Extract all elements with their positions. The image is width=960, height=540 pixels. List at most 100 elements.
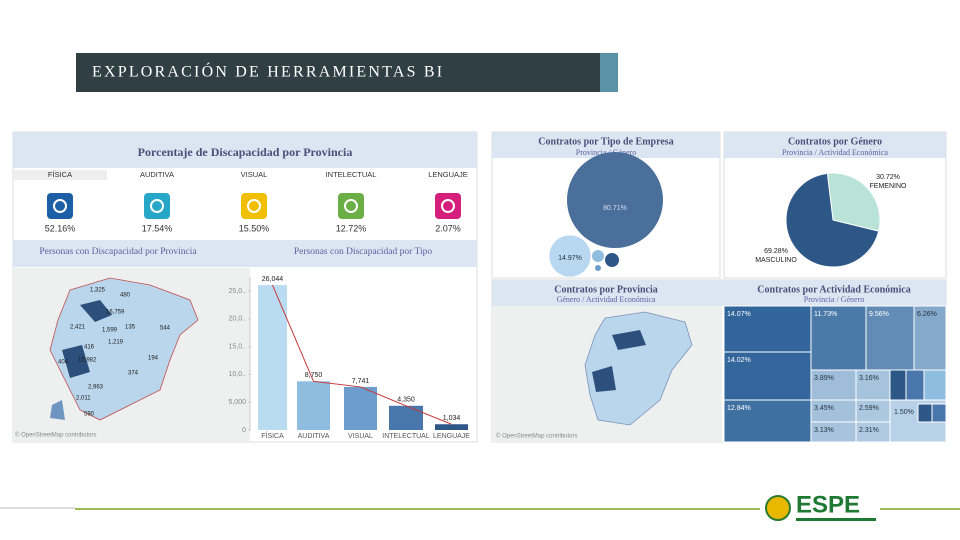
bubble bbox=[605, 253, 619, 267]
y-tick-label: 10,0.. bbox=[228, 371, 246, 378]
x-tick-label: INTELECTUAL bbox=[382, 433, 430, 440]
panel-subtitle: Personas con Discapacidad por Tipo bbox=[294, 247, 433, 257]
type-value: 17.54% bbox=[142, 223, 173, 233]
header-title: EXPLORACIÓN DE HERRAMIENTAS BI bbox=[92, 62, 444, 81]
data-label: 6.26% bbox=[917, 311, 937, 318]
bubble bbox=[567, 152, 663, 248]
treemap-subcell bbox=[905, 369, 925, 401]
logo-rule bbox=[796, 518, 876, 521]
type-name: AUDITIVA bbox=[140, 170, 174, 179]
bar bbox=[258, 285, 287, 430]
treemap-subcell bbox=[917, 403, 933, 423]
icon-glyph bbox=[247, 199, 261, 213]
data-label: 1,034 bbox=[443, 415, 461, 422]
data-label: 3.89% bbox=[814, 375, 834, 382]
type-icon bbox=[435, 193, 461, 219]
icon-glyph bbox=[344, 199, 358, 213]
icon-glyph bbox=[53, 199, 67, 213]
pie-slice bbox=[826, 172, 881, 232]
panel-subtitle: Provincia / Género bbox=[804, 295, 864, 304]
data-label: 3.13% bbox=[814, 427, 834, 434]
map-label: 15,982 bbox=[78, 358, 97, 364]
map-label: 194 bbox=[148, 356, 159, 362]
data-label: 69.28% bbox=[764, 248, 788, 255]
map-label: 1,325 bbox=[90, 288, 106, 294]
treemap-cell bbox=[723, 399, 812, 443]
header-accent bbox=[600, 53, 618, 92]
y-tick-label: 15,0.. bbox=[228, 343, 246, 350]
pie-slice bbox=[785, 172, 880, 268]
type-name: INTELECTUAL bbox=[326, 170, 377, 179]
map-label: 2,011 bbox=[76, 396, 91, 402]
data-label: 2.59% bbox=[859, 405, 879, 412]
panel-header bbox=[13, 132, 477, 168]
tab-highlight bbox=[13, 170, 107, 180]
treemap-cell bbox=[723, 351, 812, 401]
type-icon bbox=[144, 193, 170, 219]
header-bar bbox=[76, 53, 600, 92]
map-label: 2,963 bbox=[88, 385, 104, 391]
bar bbox=[389, 405, 423, 430]
data-label: 30.72% bbox=[876, 174, 900, 181]
panel-subtitle: Personas con Discapacidad por Provincia bbox=[39, 247, 197, 257]
type-value: 12.72% bbox=[336, 223, 367, 233]
data-label: 3.16% bbox=[859, 375, 879, 382]
map-label: 416 bbox=[84, 345, 95, 351]
map-label: 16,759 bbox=[106, 310, 125, 316]
data-label: 80.71% bbox=[603, 205, 627, 212]
y-tick-label: 5,000 bbox=[228, 399, 246, 406]
treemap-subcell bbox=[931, 403, 947, 423]
data-label: 1.50% bbox=[894, 409, 914, 416]
map-label: 590 bbox=[84, 412, 95, 418]
treemap-cell bbox=[913, 305, 947, 371]
type-icon bbox=[338, 193, 364, 219]
panel-title: Contratos por Tipo de Empresa bbox=[538, 136, 673, 147]
icon-glyph bbox=[150, 199, 164, 213]
data-label: 3.45% bbox=[814, 405, 834, 412]
logo-emblem bbox=[765, 495, 791, 521]
treemap-subcell bbox=[923, 369, 947, 401]
y-tick-label: 0 bbox=[242, 427, 246, 434]
panel-title: Contratos por Género bbox=[788, 136, 882, 147]
bubble bbox=[595, 265, 601, 271]
data-label: 12.84% bbox=[727, 405, 751, 412]
type-value: 2.07% bbox=[435, 223, 461, 233]
x-tick-label: VISUAL bbox=[348, 433, 373, 440]
map-label: 2,421 bbox=[70, 325, 86, 331]
category-label: MASCULINO bbox=[755, 257, 797, 264]
panel-header bbox=[13, 240, 477, 267]
y-tick-label: 25,0.. bbox=[228, 288, 246, 295]
map-shape bbox=[584, 311, 693, 426]
data-label: 14.02% bbox=[727, 357, 751, 364]
data-label: 2.31% bbox=[859, 427, 879, 434]
bar bbox=[344, 386, 377, 430]
map-label: 135 bbox=[125, 325, 136, 331]
panel-header bbox=[492, 280, 946, 306]
type-value: 52.16% bbox=[45, 223, 76, 233]
map-shape bbox=[49, 277, 199, 421]
map-label: 544 bbox=[160, 326, 171, 332]
x-tick-label: LENGUAJE bbox=[433, 433, 470, 440]
data-label: 14.97% bbox=[558, 255, 582, 262]
map-label: 374 bbox=[128, 371, 139, 377]
bar bbox=[435, 424, 468, 430]
map-credit: © OpenStreetMap contributors bbox=[15, 432, 96, 439]
map-region bbox=[592, 330, 646, 392]
data-label: 9.56% bbox=[869, 311, 889, 318]
treemap-cell bbox=[723, 305, 812, 353]
y-tick-label: 20,0.. bbox=[228, 316, 246, 323]
map-label: 1,219 bbox=[108, 340, 124, 346]
map-label: 1,599 bbox=[102, 328, 118, 334]
map-region bbox=[62, 300, 112, 378]
type-name: LENGUAJE bbox=[428, 170, 468, 179]
x-tick-label: FÍSICA bbox=[261, 431, 284, 440]
bubble bbox=[549, 235, 591, 277]
treemap-cell bbox=[810, 305, 867, 371]
icon-glyph bbox=[441, 199, 455, 213]
data-label: 7,741 bbox=[352, 378, 370, 385]
treemap-cell bbox=[865, 305, 915, 371]
trend-line bbox=[272, 284, 452, 425]
panel-subtitle: Provincia / Género bbox=[576, 148, 636, 157]
data-label: 14.07% bbox=[727, 311, 751, 318]
